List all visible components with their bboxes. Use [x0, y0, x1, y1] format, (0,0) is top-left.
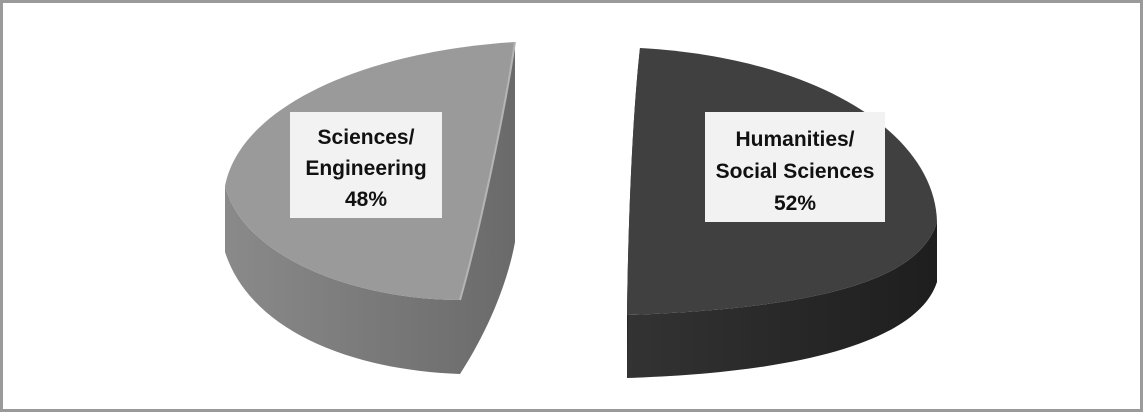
- data-label-sciences-line2: Engineering: [305, 157, 426, 180]
- data-label-humanities-line1: Humanities/: [735, 128, 854, 151]
- data-label-humanities-line2: Social Sciences: [716, 160, 875, 183]
- data-label-sciences-value: 48%: [345, 188, 387, 211]
- data-label-humanities: Humanities/ Social Sciences 52%: [705, 112, 885, 222]
- data-label-sciences-box: [290, 112, 442, 218]
- data-label-sciences: Sciences/ Engineering 48%: [290, 112, 442, 218]
- data-label-humanities-box: [705, 112, 885, 222]
- slice-sciences-edge: [459, 41, 516, 301]
- data-label-humanities-value: 52%: [774, 192, 816, 215]
- slice-sciences-side: [225, 42, 515, 374]
- data-label-sciences-line1: Sciences/: [318, 126, 415, 149]
- slice-humanities-side: [627, 222, 937, 378]
